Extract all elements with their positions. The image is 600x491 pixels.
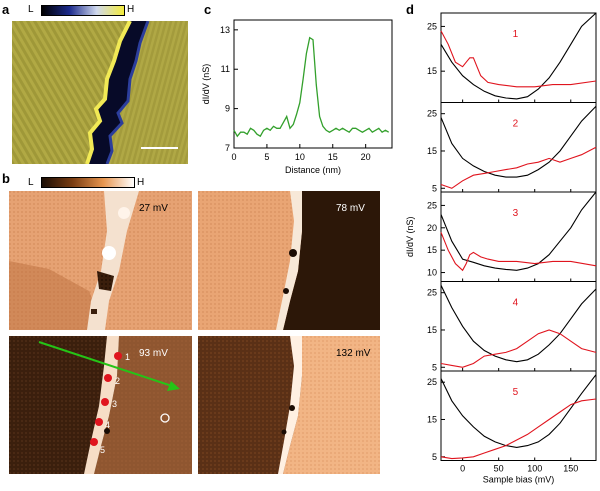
cbar-b-gradient: [41, 177, 135, 188]
x-tick-label: 5: [264, 152, 269, 162]
x-tick-label: 20: [361, 152, 371, 162]
y-tick-label: 9: [225, 104, 230, 114]
y-axis-label: dI/dV (nS): [405, 216, 415, 257]
panel-a-label: a: [2, 2, 10, 17]
y-tick-label: 10: [427, 268, 437, 278]
subplot-point-label: 4: [513, 298, 519, 309]
stm-topography-map: [12, 21, 188, 164]
subplot-frame: [440, 102, 597, 193]
y-tick-label: 25: [427, 288, 437, 298]
x-tick-label: 50: [494, 464, 504, 474]
boundary-edge-blue: [105, 21, 150, 164]
line-profile-arrow: [38, 341, 173, 387]
map-energy-label: 132 mV: [336, 348, 371, 359]
y-tick-label: 5: [432, 362, 437, 372]
point-label: 4: [105, 420, 110, 430]
subplot-frame: [440, 281, 597, 372]
cbar-a-low-label: L: [28, 4, 34, 15]
y-tick-label: 15: [427, 245, 437, 255]
y-axis-label: dI/dV (nS): [201, 64, 211, 105]
spectrum-black-line: [440, 284, 597, 363]
panel-d-label: d: [406, 2, 414, 17]
spectroscopy-point-2: [104, 374, 112, 382]
panel-c-label: c: [204, 2, 212, 17]
spectrum-black-line: [440, 191, 597, 271]
x-tick-label: 15: [328, 152, 338, 162]
spectroscopy-point-4: [95, 418, 103, 426]
spectroscopy-point-1: [114, 352, 122, 360]
y-tick-label: 25: [427, 21, 437, 31]
dIdV-map-78mV: 78 mV: [198, 191, 380, 330]
subplot-frame: [440, 370, 597, 461]
spectroscopy-point-3: [101, 398, 109, 406]
y-tick-label: 11: [221, 64, 230, 74]
y-tick-label: 7: [225, 143, 230, 153]
cbar-a-gradient: [41, 5, 125, 16]
dIdV-line-profile-chart: 0 5 10 15 20 7 9 11 13 Distance (nm) dI/dV (nS): [201, 19, 393, 175]
y-tick-label: 5: [432, 452, 437, 462]
y-tick-label: 13: [220, 25, 230, 35]
y-tick-label: 25: [427, 109, 437, 119]
boundary-edge-bright: [85, 21, 132, 164]
y-tick-label: 5: [432, 183, 437, 193]
y-tick-label: 15: [427, 146, 437, 156]
domain-boundary: [87, 21, 148, 164]
spectrum-red-line: [440, 329, 597, 368]
dIdV-map-93mV: 1 2 3 4 5 93 mV: [9, 336, 192, 474]
spectrum-black-line: [440, 105, 597, 178]
subplot-point-label: 2: [513, 119, 519, 130]
dIdV-map-132mV: 132 mV: [198, 336, 380, 474]
point-label: 2: [115, 376, 120, 386]
x-axis-label: Sample bias (mV): [483, 475, 555, 485]
cbar-a-high-label: H: [127, 4, 135, 15]
spectrum-red-line: [440, 146, 597, 189]
y-tick-label: 20: [427, 223, 437, 233]
spectrum-red-line: [440, 232, 597, 272]
spectrum-red-line: [440, 30, 597, 88]
point-label: 1: [125, 352, 130, 362]
x-axis-label: Distance (nm): [285, 165, 341, 175]
y-tick-label: 15: [427, 414, 437, 424]
x-tick-label: 10: [295, 152, 305, 162]
point-label: 3: [112, 399, 117, 409]
y-tick-label: 15: [427, 66, 437, 76]
map-energy-label: 27 mV: [139, 203, 168, 214]
x-tick-label: 0: [460, 464, 465, 474]
map-energy-label: 78 mV: [336, 203, 365, 214]
spectrum-red-line: [440, 398, 597, 460]
spectrum-black-line: [440, 12, 597, 100]
y-tick-label: 15: [427, 325, 437, 335]
arrow-head: [167, 381, 180, 391]
dIdV-map-27mV: 27 mV: [9, 191, 192, 330]
cbar-b-low-label: L: [28, 177, 34, 188]
reference-point: [160, 413, 170, 423]
panel-b-label: b: [2, 171, 10, 186]
plot-frame: [233, 19, 393, 149]
profile-series-line: [233, 36, 390, 138]
y-tick-label: 25: [427, 377, 437, 387]
subplot-point-label: 3: [513, 208, 519, 219]
cbar-b-high-label: H: [137, 177, 145, 188]
x-tick-label: 100: [527, 464, 542, 474]
map-energy-label: 93 mV: [139, 348, 168, 359]
subplot-point-label: 5: [513, 387, 519, 398]
subplot-frame: [440, 12, 597, 103]
y-tick-label: 25: [427, 200, 437, 210]
x-tick-label: 150: [563, 464, 578, 474]
point-label: 5: [100, 445, 105, 455]
terrace-right: [107, 21, 188, 164]
spectrum-black-line: [440, 374, 597, 448]
spectroscopy-point-5: [90, 438, 98, 446]
subplot-point-label: 1: [513, 29, 519, 40]
x-tick-label: 0: [231, 152, 236, 162]
